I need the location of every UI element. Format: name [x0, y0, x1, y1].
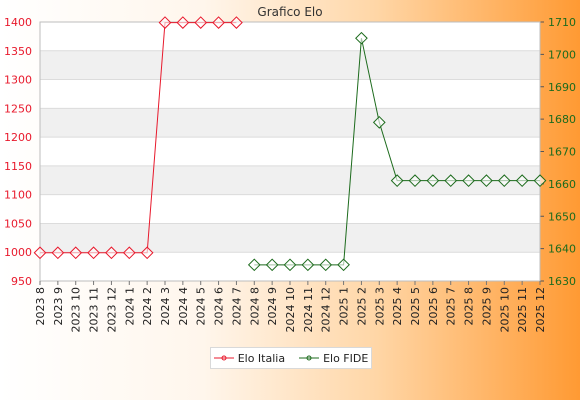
- x-tick-label: 2025 8: [463, 287, 476, 326]
- y-left-tick-label: 1100: [4, 189, 32, 202]
- data-point-elo-fide: [301, 258, 315, 272]
- y-right-tick-label: 1670: [548, 146, 576, 159]
- y-left-tick-label: 1050: [4, 217, 32, 230]
- data-point-elo-fide: [247, 258, 261, 272]
- y-right-tick-label: 1710: [548, 16, 576, 29]
- legend-swatch-elo-italia: [213, 355, 234, 361]
- x-tick-label: 2024 6: [213, 287, 226, 326]
- legend-label-elo-fide: Elo FIDE: [323, 351, 369, 365]
- y-left-tick-label: 1000: [4, 246, 32, 259]
- y-left-tick-label: 1250: [4, 102, 32, 115]
- data-point-elo-italia: [158, 16, 172, 29]
- x-tick-label: 2024 9: [266, 287, 279, 326]
- data-point-elo-italia: [230, 16, 243, 29]
- x-tick-label: 2025 5: [409, 287, 422, 326]
- legend-swatch-elo-fide: [299, 355, 320, 361]
- y-right-tick-label: 1690: [548, 81, 576, 94]
- x-tick-label: 2025 3: [373, 287, 386, 326]
- data-point-elo-italia: [176, 16, 190, 29]
- data-point-elo-fide: [390, 174, 404, 188]
- data-point-elo-fide: [265, 258, 279, 272]
- data-point-elo-italia: [140, 246, 154, 260]
- axes: 950 1000 1050 1100 1150 1200 1250 1300 1350 1400 1…: [4, 16, 576, 333]
- y-left-tick-label: 1400: [4, 16, 32, 29]
- y-right-tick-label: 1660: [548, 178, 576, 191]
- y-right-tick-label: 1650: [548, 210, 576, 223]
- plot-band: [40, 108, 540, 138]
- legend-item-elo-fide: Elo FIDE: [299, 352, 368, 365]
- y-right-tick-label: 1640: [548, 243, 576, 256]
- y-left-tick-label: 950: [11, 275, 32, 288]
- x-tick-label: 2024 4: [177, 287, 190, 326]
- legend-item-elo-italia: Elo Italia: [213, 351, 286, 365]
- x-tick-label: 2024 1: [123, 287, 136, 326]
- x-tick-label: 2025 9: [480, 287, 493, 326]
- data-point-elo-italia: [105, 246, 118, 260]
- data-point-elo-fide: [462, 174, 475, 188]
- x-tick-label: 2025 12: [534, 287, 547, 333]
- plot-band: [40, 223, 540, 253]
- data-point-elo-fide: [355, 31, 368, 45]
- y-right-tick-label: 1630: [548, 275, 576, 288]
- x-tick-label: 2024 5: [195, 287, 208, 326]
- x-tick-label: 2025 6: [427, 287, 440, 326]
- data-point-elo-fide: [426, 174, 440, 188]
- x-tick-label: 2024 3: [159, 287, 172, 326]
- x-tick-label: 2025 2: [355, 287, 368, 326]
- x-tick-label: 2023 8: [34, 287, 47, 326]
- x-tick-label: 2024 8: [248, 287, 261, 326]
- x-tick-label: 2023 10: [70, 287, 83, 333]
- data-point-elo-fide: [408, 174, 422, 188]
- y-left-tick-label: 1300: [4, 74, 32, 87]
- grid-lines: [40, 21, 540, 282]
- y-left-tick-label: 1150: [4, 160, 32, 173]
- x-tick-label: 2024 12: [320, 287, 333, 333]
- data-point-elo-italia: [87, 246, 100, 260]
- y-right-tick-label: 1680: [548, 113, 576, 126]
- x-tick-label: 2025 1: [338, 287, 351, 326]
- x-tick-label: 2025 11: [516, 287, 529, 333]
- data-point-elo-fide: [497, 174, 511, 188]
- x-tick-label: 2025 7: [445, 287, 458, 326]
- x-tick-label: 2025 4: [391, 287, 404, 326]
- chart-title: Grafico Elo: [257, 5, 322, 19]
- x-tick-label: 2025 10: [498, 287, 511, 333]
- data-point-elo-italia: [51, 246, 65, 260]
- x-tick-label: 2024 2: [141, 287, 154, 326]
- data-point-elo-italia: [69, 246, 83, 260]
- data-point-elo-fide: [480, 174, 493, 188]
- legend-label-elo-italia: Elo Italia: [237, 351, 286, 365]
- x-tick-label: 2024 7: [230, 287, 243, 326]
- legend: Elo Italia Elo FIDE: [210, 347, 372, 369]
- data-point-elo-italia: [212, 16, 225, 29]
- data-point-elo-fide: [283, 258, 297, 272]
- data-point-elo-fide: [372, 115, 386, 129]
- x-tick-label: 2023 12: [105, 287, 118, 333]
- y-right-tick-label: 1700: [548, 48, 576, 61]
- data-point-elo-fide: [319, 258, 333, 272]
- series-layer: [33, 16, 547, 272]
- plot-background: [40, 22, 540, 281]
- data-point-elo-fide: [444, 174, 458, 188]
- y-left-tick-label: 1200: [4, 131, 32, 144]
- data-point-elo-fide: [533, 174, 547, 188]
- data-point-elo-fide: [337, 258, 350, 272]
- plot-band: [40, 50, 540, 80]
- y-left-tick-label: 1350: [4, 45, 32, 58]
- x-tick-label: 2023 11: [88, 287, 101, 333]
- data-point-elo-italia: [122, 246, 136, 260]
- x-tick-label: 2023 9: [52, 287, 65, 326]
- x-tick-label: 2024 10: [284, 287, 297, 333]
- x-tick-label: 2024 11: [302, 287, 315, 333]
- data-point-elo-italia: [33, 246, 47, 260]
- data-point-elo-fide: [515, 174, 529, 188]
- data-point-elo-italia: [194, 16, 208, 29]
